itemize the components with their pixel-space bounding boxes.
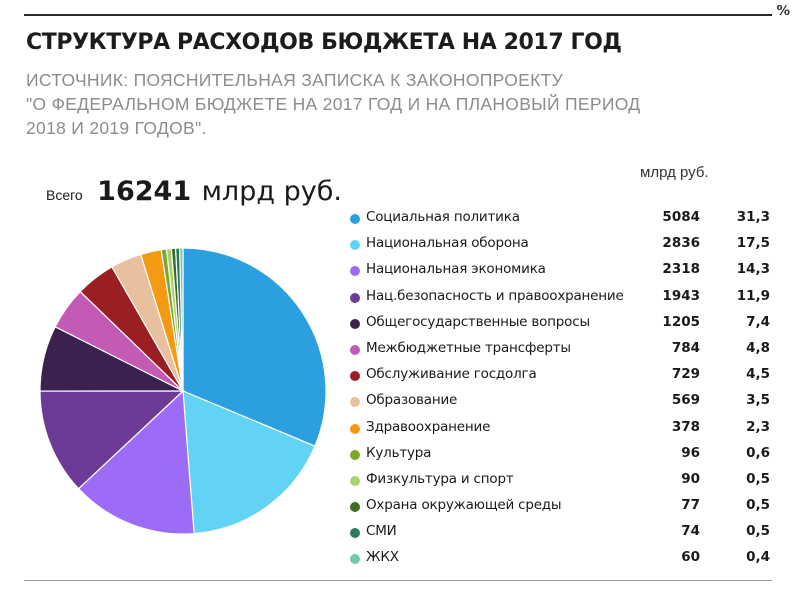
legend-value: 96 bbox=[681, 444, 700, 461]
legend-percent: 0,6 bbox=[746, 444, 770, 461]
legend-row: СМИ 74 0,5 bbox=[350, 520, 780, 546]
legend-row: Национальная оборона 2836 17,5 bbox=[350, 232, 780, 258]
legend-value: 729 bbox=[671, 366, 700, 383]
legend-row: Здравоохранение 378 2,3 bbox=[350, 416, 780, 442]
legend-value: 1205 bbox=[662, 313, 700, 330]
legend-swatch bbox=[350, 423, 360, 434]
legend-swatch bbox=[350, 214, 360, 224]
chart-subtitle: ИСТОЧНИК: ПОЯСНИТЕЛЬНАЯ ЗАПИСКА К ЗАКОНО… bbox=[26, 68, 771, 140]
legend-row: Межбюджетные трансферты 784 4,8 bbox=[350, 337, 780, 363]
legend-value: 2318 bbox=[662, 261, 700, 278]
legend-percent: 3,5 bbox=[746, 392, 770, 409]
legend-label: Обслуживание госдолга bbox=[366, 366, 537, 383]
column-header-percent: % bbox=[776, 3, 790, 19]
legend-percent: 31,3 bbox=[736, 209, 770, 225]
legend-label: ЖКХ bbox=[366, 549, 399, 566]
total-label-group: Всего 16241 млрд руб. bbox=[46, 176, 342, 207]
legend: Социальная политика 5084 31,3 Национальная … bbox=[350, 206, 780, 573]
legend-value: 77 bbox=[681, 497, 700, 514]
pie-slice bbox=[182, 390, 316, 535]
legend-value: 569 bbox=[671, 392, 700, 409]
legend-swatch bbox=[350, 502, 360, 513]
legend-label: Общегосударственные вопросы bbox=[366, 313, 590, 330]
legend-value: 378 bbox=[671, 418, 700, 435]
chart-title: СТРУКТУРА РАСХОДОВ БЮДЖЕТА НА 2017 ГОД bbox=[26, 30, 622, 55]
subtitle-line: ИСТОЧНИК: ПОЯСНИТЕЛЬНАЯ ЗАПИСКА К ЗАКОНО… bbox=[26, 70, 563, 90]
legend-swatch bbox=[350, 292, 360, 303]
legend-swatch bbox=[350, 528, 360, 539]
legend-percent: 4,5 bbox=[746, 366, 770, 383]
legend-row: Национальная экономика 2318 14,3 bbox=[350, 258, 780, 284]
legend-label: Социальная политика bbox=[366, 209, 520, 225]
legend-label: Национальная оборона bbox=[366, 235, 529, 252]
legend-row: Обслуживание госдолга 729 4,5 bbox=[350, 363, 780, 389]
legend-value: 60 bbox=[681, 549, 700, 566]
legend-label: Физкультура и спорт bbox=[366, 470, 514, 487]
legend-percent: 17,5 bbox=[736, 235, 770, 252]
legend-label: Межбюджетные трансферты bbox=[366, 339, 571, 356]
legend-swatch bbox=[350, 318, 360, 329]
legend-percent: 0,5 bbox=[746, 470, 770, 487]
legend-value: 2836 bbox=[662, 235, 700, 252]
legend-row: Социальная политика 5084 31,3 bbox=[350, 206, 780, 232]
legend-label: Здравоохранение bbox=[366, 418, 491, 435]
legend-percent: 2,3 bbox=[746, 418, 770, 435]
legend-percent: 7,4 bbox=[746, 313, 770, 330]
legend-row: ЖКХ 60 0,4 bbox=[350, 546, 780, 572]
legend-value: 5084 bbox=[662, 209, 700, 225]
pie-slice bbox=[179, 247, 184, 392]
legend-label: Образование bbox=[366, 392, 458, 409]
legend-label: Культура bbox=[366, 444, 432, 461]
legend-label: Охрана окружающей среды bbox=[366, 497, 562, 514]
pie-slice bbox=[182, 247, 327, 447]
pie-slice bbox=[77, 389, 195, 535]
legend-row: Нац.безопасность и правоохранение 1943 11,… bbox=[350, 285, 780, 311]
legend-swatch bbox=[350, 371, 360, 382]
legend-value: 90 bbox=[681, 470, 700, 487]
total-value: 16241 bbox=[97, 176, 192, 207]
subtitle-line: 2018 И 2019 ГОДОВ". bbox=[26, 118, 207, 138]
bottom-rule bbox=[24, 580, 772, 581]
legend-row: Общегосударственные вопросы 1205 7,4 bbox=[350, 311, 780, 337]
legend-percent: 0,5 bbox=[746, 523, 770, 540]
legend-swatch bbox=[350, 240, 360, 251]
legend-label: Национальная экономика bbox=[366, 261, 546, 278]
legend-percent: 4,8 bbox=[746, 339, 770, 356]
legend-percent: 14,3 bbox=[736, 261, 770, 278]
legend-value: 74 bbox=[681, 523, 700, 540]
legend-value: 784 bbox=[671, 339, 700, 356]
legend-swatch bbox=[350, 449, 360, 460]
legend-row: Охрана окружающей среды 77 0,5 bbox=[350, 494, 780, 520]
subtitle-line: "О ФЕДЕРАЛЬНОМ БЮДЖЕТЕ НА 2017 ГОД И НА … bbox=[26, 94, 641, 114]
top-rule bbox=[24, 14, 772, 16]
total-label: Всего bbox=[46, 187, 83, 203]
legend-percent: 0,5 bbox=[746, 497, 770, 514]
legend-label: СМИ bbox=[366, 523, 397, 540]
total-unit: млрд руб. bbox=[201, 176, 342, 207]
legend-percent: 11,9 bbox=[736, 287, 770, 304]
legend-swatch bbox=[350, 397, 360, 408]
legend-swatch bbox=[350, 475, 360, 486]
legend-row: Образование 569 3,5 bbox=[350, 389, 780, 415]
legend-swatch bbox=[350, 554, 360, 565]
pie-slice bbox=[39, 390, 185, 490]
legend-label: Нац.безопасность и правоохранение bbox=[366, 287, 624, 304]
column-header-value: млрд руб. bbox=[640, 164, 709, 181]
legend-swatch bbox=[350, 266, 360, 277]
legend-percent: 0,4 bbox=[746, 549, 770, 566]
legend-row: Физкультура и спорт 90 0,5 bbox=[350, 468, 780, 494]
legend-swatch bbox=[350, 344, 360, 355]
legend-row: Культура 96 0,6 bbox=[350, 442, 780, 468]
legend-value: 1943 bbox=[662, 287, 700, 304]
